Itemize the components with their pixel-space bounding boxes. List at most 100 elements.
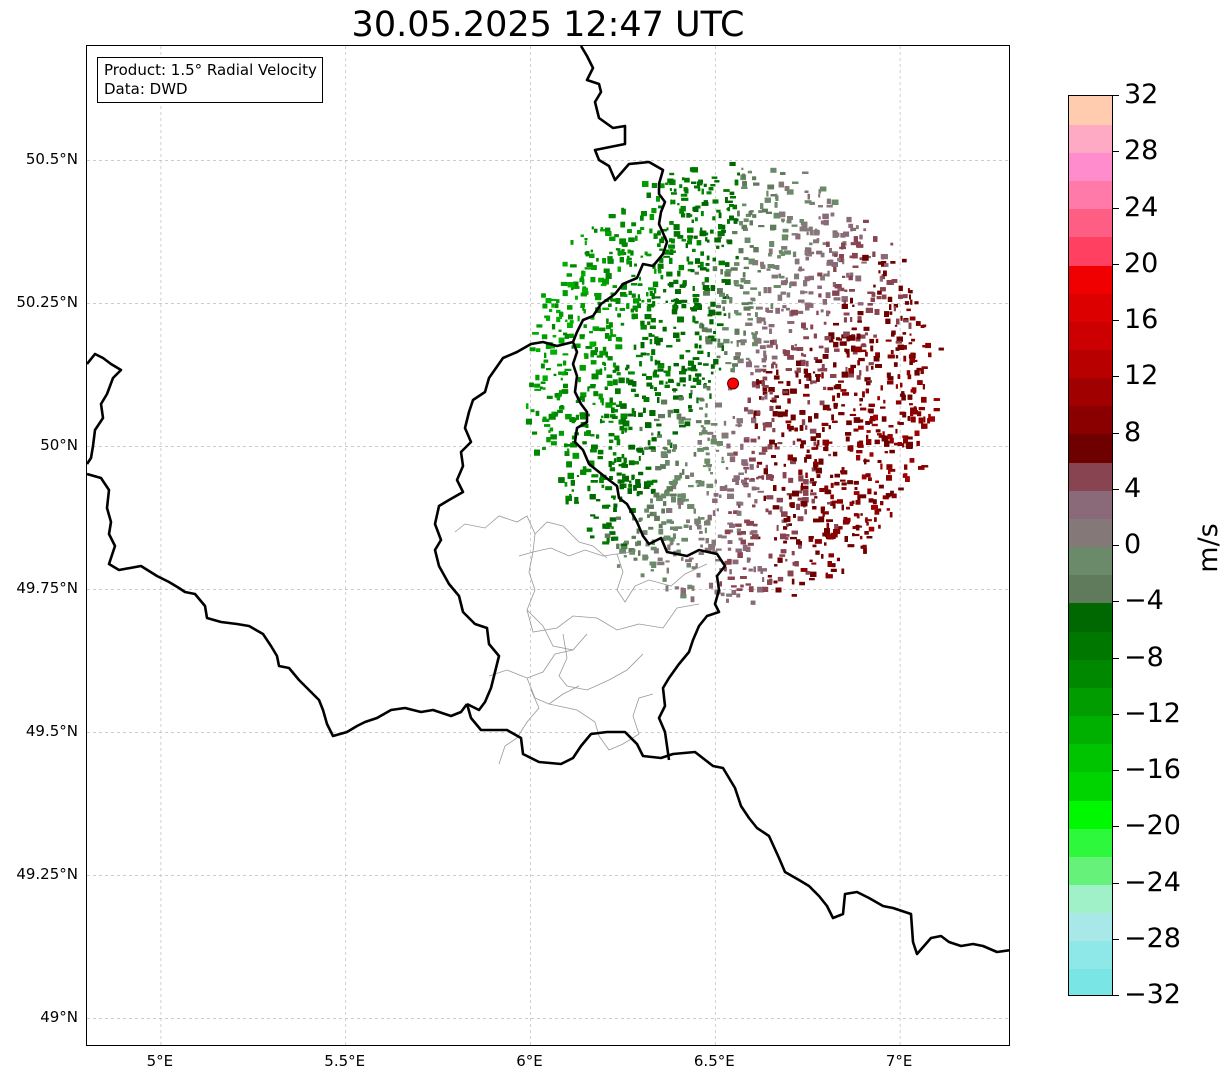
echo-pixel bbox=[834, 524, 839, 530]
echo-pixel bbox=[859, 398, 863, 402]
echo-pixel bbox=[600, 284, 607, 287]
echo-pixel bbox=[705, 268, 710, 272]
echo-pixel bbox=[778, 181, 785, 188]
echo-pixel bbox=[782, 390, 788, 394]
echo-pixel bbox=[618, 419, 622, 425]
echo-pixel bbox=[735, 255, 739, 260]
echo-pixel bbox=[646, 253, 652, 257]
echo-pixel bbox=[649, 291, 653, 296]
echo-pixel bbox=[820, 275, 825, 281]
echo-pixel bbox=[660, 451, 667, 458]
echo-pixel bbox=[665, 249, 670, 254]
echo-pixel bbox=[676, 382, 681, 387]
echo-pixel bbox=[801, 482, 803, 486]
echo-pixel bbox=[605, 324, 612, 330]
echo-pixel bbox=[590, 316, 595, 320]
echo-pixel bbox=[725, 269, 732, 273]
echo-pixel bbox=[597, 456, 603, 460]
echo-pixel bbox=[853, 480, 859, 485]
echo-pixel bbox=[881, 416, 887, 422]
echo-pixel bbox=[752, 260, 759, 266]
echo-pixel bbox=[681, 239, 686, 242]
data-source-label: Data: DWD bbox=[104, 80, 188, 98]
echo-pixel bbox=[766, 344, 773, 348]
echo-pixel bbox=[897, 344, 904, 350]
echo-pixel bbox=[755, 312, 758, 317]
echo-pixel bbox=[917, 380, 923, 385]
echo-pixel bbox=[672, 431, 678, 435]
echo-pixel bbox=[865, 473, 871, 478]
echo-pixel bbox=[684, 421, 691, 427]
echo-pixel bbox=[726, 593, 733, 597]
echo-pixel bbox=[572, 452, 580, 459]
lat-tick-label: 50°N bbox=[40, 436, 78, 455]
echo-pixel bbox=[909, 361, 913, 365]
echo-pixel bbox=[774, 462, 778, 466]
canton-boundary bbox=[488, 649, 574, 679]
echo-pixel bbox=[767, 579, 772, 585]
map-canvas[interactable] bbox=[87, 46, 1010, 1046]
echo-pixel bbox=[887, 381, 894, 385]
echo-pixel bbox=[703, 291, 710, 296]
echo-pixel bbox=[792, 457, 797, 462]
echo-pixel bbox=[735, 284, 742, 287]
echo-pixel bbox=[830, 336, 835, 339]
echo-pixel bbox=[703, 183, 707, 187]
echo-pixel bbox=[716, 245, 720, 249]
echo-pixel bbox=[590, 360, 597, 365]
colorbar-tick-mark bbox=[1113, 95, 1119, 96]
echo-pixel bbox=[789, 282, 792, 288]
echo-pixel bbox=[596, 499, 601, 502]
echo-pixel bbox=[602, 523, 606, 529]
echo-pixel bbox=[781, 246, 788, 250]
echo-pixel bbox=[725, 279, 731, 285]
echo-pixel bbox=[736, 528, 741, 533]
echo-pixel bbox=[774, 564, 778, 567]
echo-pixel bbox=[762, 577, 765, 582]
colorbar-segment bbox=[1069, 377, 1112, 407]
echo-pixel bbox=[612, 285, 617, 288]
echo-pixel bbox=[890, 261, 896, 264]
echo-pixel bbox=[681, 368, 688, 372]
echo-pixel bbox=[653, 548, 659, 554]
echo-pixel bbox=[817, 439, 820, 446]
echo-pixel bbox=[768, 510, 772, 515]
echo-pixel bbox=[677, 235, 684, 239]
echo-pixel bbox=[714, 237, 721, 243]
echo-pixel bbox=[808, 416, 812, 423]
echo-pixel bbox=[808, 275, 814, 281]
map-panel[interactable] bbox=[86, 45, 1010, 1046]
echo-pixel bbox=[855, 346, 862, 353]
echo-pixel bbox=[798, 266, 802, 272]
echo-pixel bbox=[675, 460, 679, 466]
echo-pixel bbox=[887, 434, 893, 439]
echo-pixel bbox=[563, 332, 568, 336]
radar-site-marker[interactable] bbox=[727, 377, 740, 390]
echo-pixel bbox=[658, 319, 663, 323]
echo-pixel bbox=[754, 423, 758, 429]
echo-pixel bbox=[803, 354, 807, 357]
echo-pixel bbox=[577, 315, 580, 322]
echo-pixel bbox=[907, 416, 911, 421]
echo-pixel bbox=[710, 472, 713, 475]
echo-pixel bbox=[621, 454, 625, 459]
echo-pixel bbox=[756, 461, 763, 465]
echo-pixel bbox=[898, 285, 903, 292]
echo-pixel bbox=[561, 371, 566, 376]
echo-pixel bbox=[850, 364, 856, 369]
echo-pixel bbox=[706, 491, 709, 496]
echo-pixel bbox=[848, 275, 853, 281]
echo-pixel bbox=[881, 435, 889, 442]
echo-pixel bbox=[669, 281, 674, 288]
echo-pixel bbox=[626, 303, 630, 309]
echo-pixel bbox=[894, 442, 900, 446]
echo-pixel bbox=[587, 386, 590, 392]
echo-pixel bbox=[816, 376, 820, 382]
echo-pixel bbox=[780, 549, 787, 554]
echo-pixel bbox=[850, 242, 856, 246]
echo-pixel bbox=[900, 315, 903, 321]
echo-pixel bbox=[700, 267, 707, 271]
echo-pixel bbox=[714, 479, 717, 484]
echo-pixel bbox=[687, 268, 693, 272]
echo-pixel bbox=[662, 577, 667, 582]
